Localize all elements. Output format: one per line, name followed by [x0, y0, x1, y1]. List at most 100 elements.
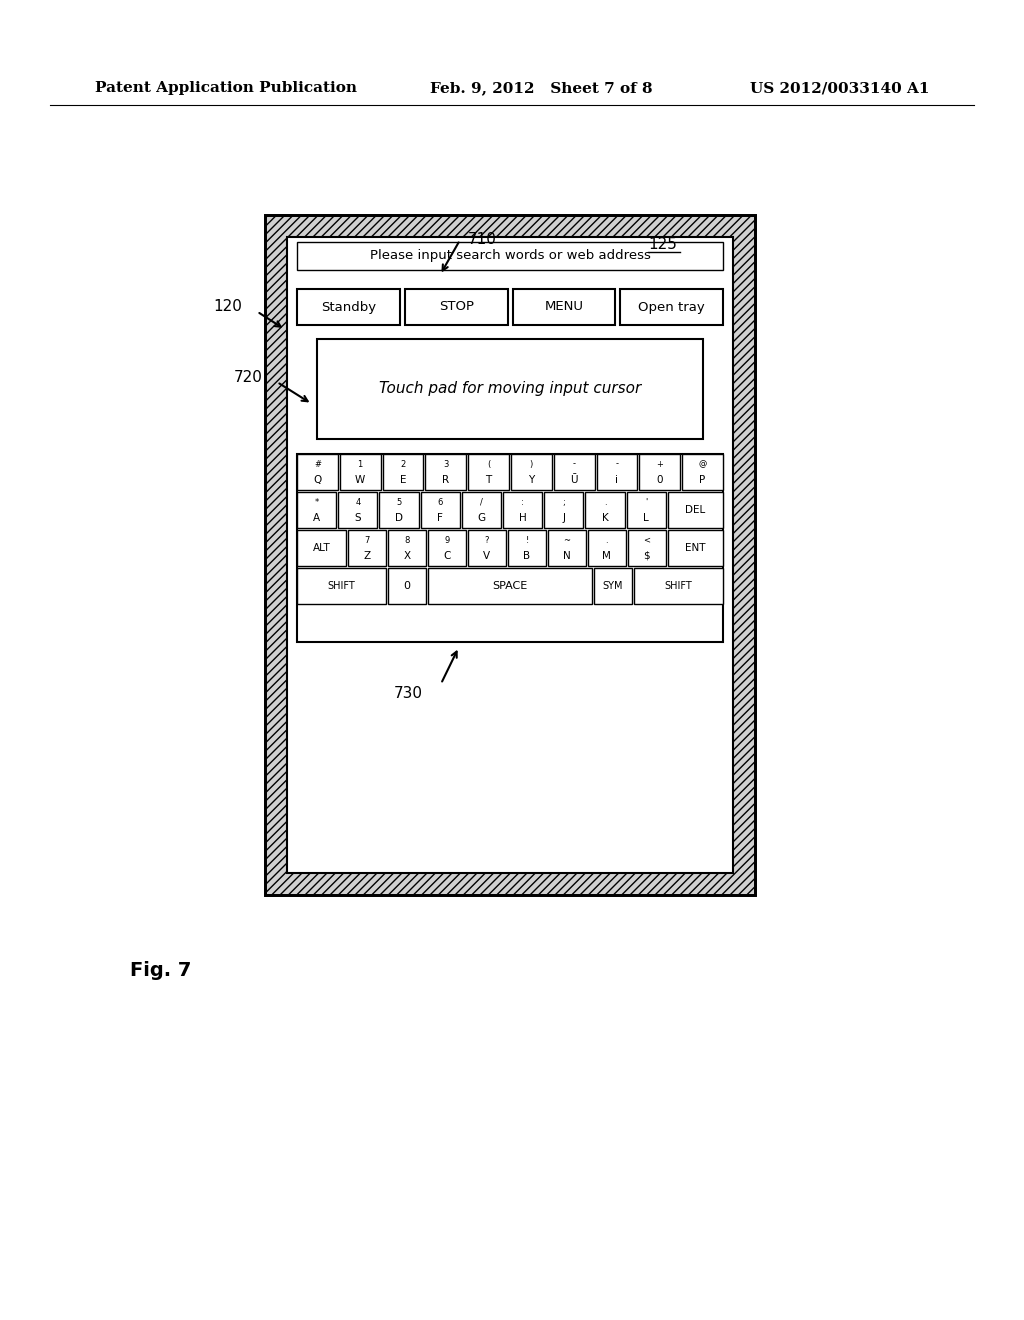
- Bar: [425, 454, 466, 490]
- Bar: [428, 568, 592, 605]
- Text: ~: ~: [563, 536, 570, 545]
- Text: 4: 4: [355, 498, 360, 507]
- Bar: [340, 454, 381, 490]
- Text: M: M: [602, 550, 611, 561]
- Bar: [383, 454, 423, 490]
- Bar: [668, 531, 723, 566]
- Bar: [388, 568, 426, 605]
- Bar: [468, 531, 506, 566]
- Bar: [297, 454, 338, 490]
- Bar: [265, 215, 755, 895]
- Text: T: T: [485, 475, 492, 484]
- Text: J: J: [562, 513, 565, 523]
- Text: Y: Y: [528, 475, 535, 484]
- Bar: [627, 492, 666, 528]
- Bar: [297, 242, 723, 271]
- Text: /: /: [480, 498, 483, 507]
- Bar: [508, 531, 546, 566]
- Text: 5: 5: [396, 498, 401, 507]
- Bar: [421, 492, 460, 528]
- Text: 3: 3: [443, 459, 449, 469]
- Text: A: A: [313, 513, 321, 523]
- Bar: [297, 568, 386, 605]
- Bar: [428, 531, 466, 566]
- Text: SPACE: SPACE: [493, 581, 527, 591]
- Text: SYM: SYM: [603, 581, 624, 591]
- Bar: [639, 454, 680, 490]
- Bar: [545, 492, 584, 528]
- Text: R: R: [442, 475, 450, 484]
- Text: X: X: [403, 550, 411, 561]
- Text: US 2012/0033140 A1: US 2012/0033140 A1: [750, 81, 930, 95]
- Bar: [297, 289, 399, 325]
- Bar: [621, 289, 723, 325]
- Bar: [668, 492, 723, 528]
- Bar: [404, 289, 508, 325]
- Bar: [554, 454, 595, 490]
- Text: D: D: [395, 513, 403, 523]
- Text: !: !: [525, 536, 528, 545]
- Bar: [297, 531, 346, 566]
- Bar: [297, 492, 336, 528]
- Bar: [468, 454, 509, 490]
- Text: SHIFT: SHIFT: [665, 581, 692, 591]
- Text: *: *: [314, 498, 318, 507]
- Bar: [634, 568, 723, 605]
- Text: -: -: [615, 459, 618, 469]
- Bar: [380, 492, 419, 528]
- Text: Ū: Ū: [570, 475, 578, 484]
- Text: i: i: [615, 475, 618, 484]
- Bar: [588, 531, 626, 566]
- Text: .: .: [604, 498, 606, 507]
- Text: F: F: [437, 513, 443, 523]
- Text: ?: ?: [484, 536, 489, 545]
- Bar: [317, 339, 703, 440]
- Text: DEL: DEL: [685, 506, 706, 515]
- Bar: [512, 289, 615, 325]
- Text: V: V: [483, 550, 490, 561]
- Text: 720: 720: [234, 370, 263, 384]
- Text: Open tray: Open tray: [638, 301, 705, 314]
- Text: ALT: ALT: [312, 543, 331, 553]
- Text: #: #: [314, 459, 321, 469]
- Text: 9: 9: [444, 536, 450, 545]
- Text: ': ': [645, 498, 647, 507]
- Text: E: E: [399, 475, 407, 484]
- Text: Q: Q: [313, 475, 322, 484]
- Text: H: H: [519, 513, 526, 523]
- Text: 6: 6: [437, 498, 443, 507]
- Text: 7: 7: [365, 536, 370, 545]
- Text: ;: ;: [562, 498, 565, 507]
- Bar: [388, 531, 426, 566]
- Text: +: +: [656, 459, 664, 469]
- Text: W: W: [355, 475, 366, 484]
- Bar: [287, 238, 733, 873]
- Text: 8: 8: [404, 536, 410, 545]
- Bar: [594, 568, 632, 605]
- Text: (: (: [487, 459, 490, 469]
- Text: 1: 1: [357, 459, 362, 469]
- Text: B: B: [523, 550, 530, 561]
- Text: 2: 2: [400, 459, 406, 469]
- Text: SHIFT: SHIFT: [328, 581, 355, 591]
- Text: C: C: [443, 550, 451, 561]
- Text: Standby: Standby: [321, 301, 376, 314]
- Text: ENT: ENT: [685, 543, 706, 553]
- Text: 125: 125: [648, 238, 677, 252]
- Bar: [628, 531, 666, 566]
- Bar: [586, 492, 625, 528]
- Text: S: S: [354, 513, 361, 523]
- Bar: [548, 531, 586, 566]
- Text: 120: 120: [213, 300, 242, 314]
- Text: 730: 730: [394, 686, 423, 701]
- Text: Touch pad for moving input cursor: Touch pad for moving input cursor: [379, 381, 641, 396]
- Bar: [462, 492, 501, 528]
- Text: ): ): [529, 459, 534, 469]
- Text: K: K: [602, 513, 608, 523]
- Bar: [511, 454, 552, 490]
- Text: L: L: [643, 513, 649, 523]
- Text: .: .: [605, 536, 608, 545]
- Text: 0: 0: [403, 581, 411, 591]
- Text: STOP: STOP: [438, 301, 474, 314]
- Bar: [348, 531, 386, 566]
